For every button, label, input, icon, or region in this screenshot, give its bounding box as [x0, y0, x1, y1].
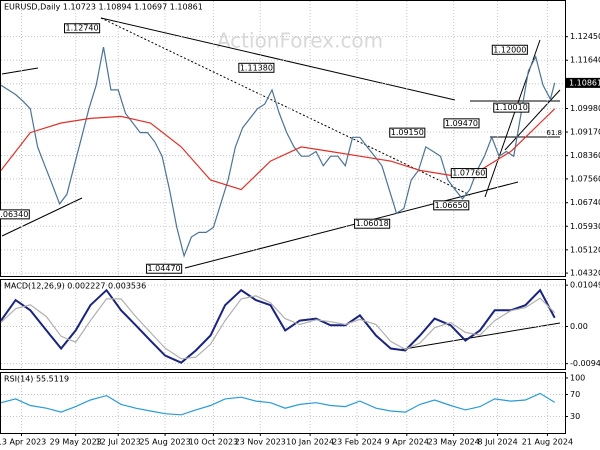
annotation-box	[146, 263, 183, 274]
price-annotation: 1.11380	[238, 62, 275, 73]
annotation-box	[491, 44, 528, 55]
annotation-box	[354, 218, 391, 229]
annotation-box	[389, 127, 426, 138]
price-annotation: 1.06340	[0, 209, 30, 220]
price-annotation: 1.06018	[354, 218, 391, 229]
price-annotation: 1.04470	[146, 263, 183, 274]
price-annotation: 1.09470	[443, 118, 480, 129]
annotation-box	[433, 200, 470, 211]
annotation-label: 1.07760	[452, 169, 485, 178]
y-tick-label: 1.12450	[570, 32, 600, 41]
annotation-label: 1.06340	[0, 210, 28, 219]
annotation-box	[0, 209, 30, 220]
trend-lines	[1, 17, 561, 351]
y-tick-label: 30	[570, 412, 580, 421]
x-tick-label: 12 Jul 2023	[96, 438, 141, 447]
y-tick-label: 1.06740	[570, 198, 600, 207]
fib-label: 61.8	[546, 129, 562, 137]
panel-title: EURUSD,Daily 1.10723 1.10894 1.10697 1.1…	[4, 3, 203, 12]
panel-title: MACD(12,26,9) 0.002227 0.003536	[4, 282, 146, 291]
last-price-box	[566, 77, 600, 88]
x-tick-label: 23 May 2024	[428, 438, 480, 447]
price-annotation: 1.09150	[389, 127, 426, 138]
y-tick-label: 1.09980	[570, 104, 600, 113]
annotation-label: 1.10010	[495, 103, 528, 112]
y-tick-label: 1.09170	[570, 128, 600, 137]
x-tick-label: 8 Jul 2024	[478, 438, 518, 447]
y-tick-label: 1.04320	[570, 269, 600, 278]
x-tick-label: 21 Aug 2024	[522, 438, 573, 447]
x-tick-label: 29 May 2023	[50, 438, 102, 447]
annotation-box	[64, 23, 101, 34]
annotation-label: 1.09150	[391, 128, 424, 137]
y-tick-label: 0.01049	[570, 281, 600, 290]
annotation-label: 1.04470	[148, 264, 181, 273]
y-tick-label: 100	[570, 373, 585, 382]
annotation-label: 1.06650	[435, 201, 468, 210]
annotation-label: 1.12740	[66, 24, 99, 33]
price-annotation: 1.06650	[433, 200, 470, 211]
y-tick-label: -0.009435	[570, 359, 600, 368]
price-panel	[0, 0, 566, 277]
y-tick-label: 1.11640	[570, 56, 600, 65]
annotation-box	[238, 62, 275, 73]
panel-title: RSI(14) 55.5119	[4, 375, 69, 384]
series-line	[0, 392, 556, 416]
x-tick-label: 13 Apr 2023	[0, 438, 46, 447]
y-tick-label: 1.07560	[570, 174, 600, 183]
price-annotation: 1.12000	[491, 44, 528, 55]
annotation-label: 1.11380	[240, 63, 273, 72]
series-line	[0, 46, 556, 258]
y-tick-label: 1.08360	[570, 151, 600, 160]
x-tick-label: 10 Oct 2023	[189, 438, 238, 447]
series-line	[0, 288, 556, 364]
last-price-label: 1.10861	[569, 78, 600, 87]
x-tick-label: 10 Jan 2024	[286, 438, 334, 447]
annotation-box	[443, 118, 480, 129]
y-tick-label: 0.00	[570, 322, 588, 331]
x-tick-label: 9 Apr 2024	[385, 438, 429, 447]
rsi-panel	[0, 372, 566, 434]
annotation-label: 1.09470	[445, 119, 478, 128]
annotation-label: 1.06018	[356, 219, 389, 228]
annotation-box	[493, 102, 530, 113]
price-annotation: 1.12740	[64, 23, 101, 34]
series-line	[0, 295, 556, 360]
macd-panel	[0, 279, 566, 370]
y-tick-label: 1.05120	[570, 245, 600, 254]
annotation-box	[450, 168, 487, 179]
price-annotation: 1.10010	[493, 102, 530, 113]
x-tick-label: 23 Nov 2023	[235, 438, 286, 447]
x-tick-label: 25 Aug 2023	[139, 438, 190, 447]
y-tick-label: 1.05930	[570, 222, 600, 231]
annotation-label: 1.12000	[493, 45, 526, 54]
watermark: ActionForex.com	[217, 29, 383, 53]
x-tick-label: 23 Feb 2024	[332, 438, 382, 447]
y-tick-label: 70	[570, 390, 580, 399]
price-annotation: 1.07760	[450, 168, 487, 179]
